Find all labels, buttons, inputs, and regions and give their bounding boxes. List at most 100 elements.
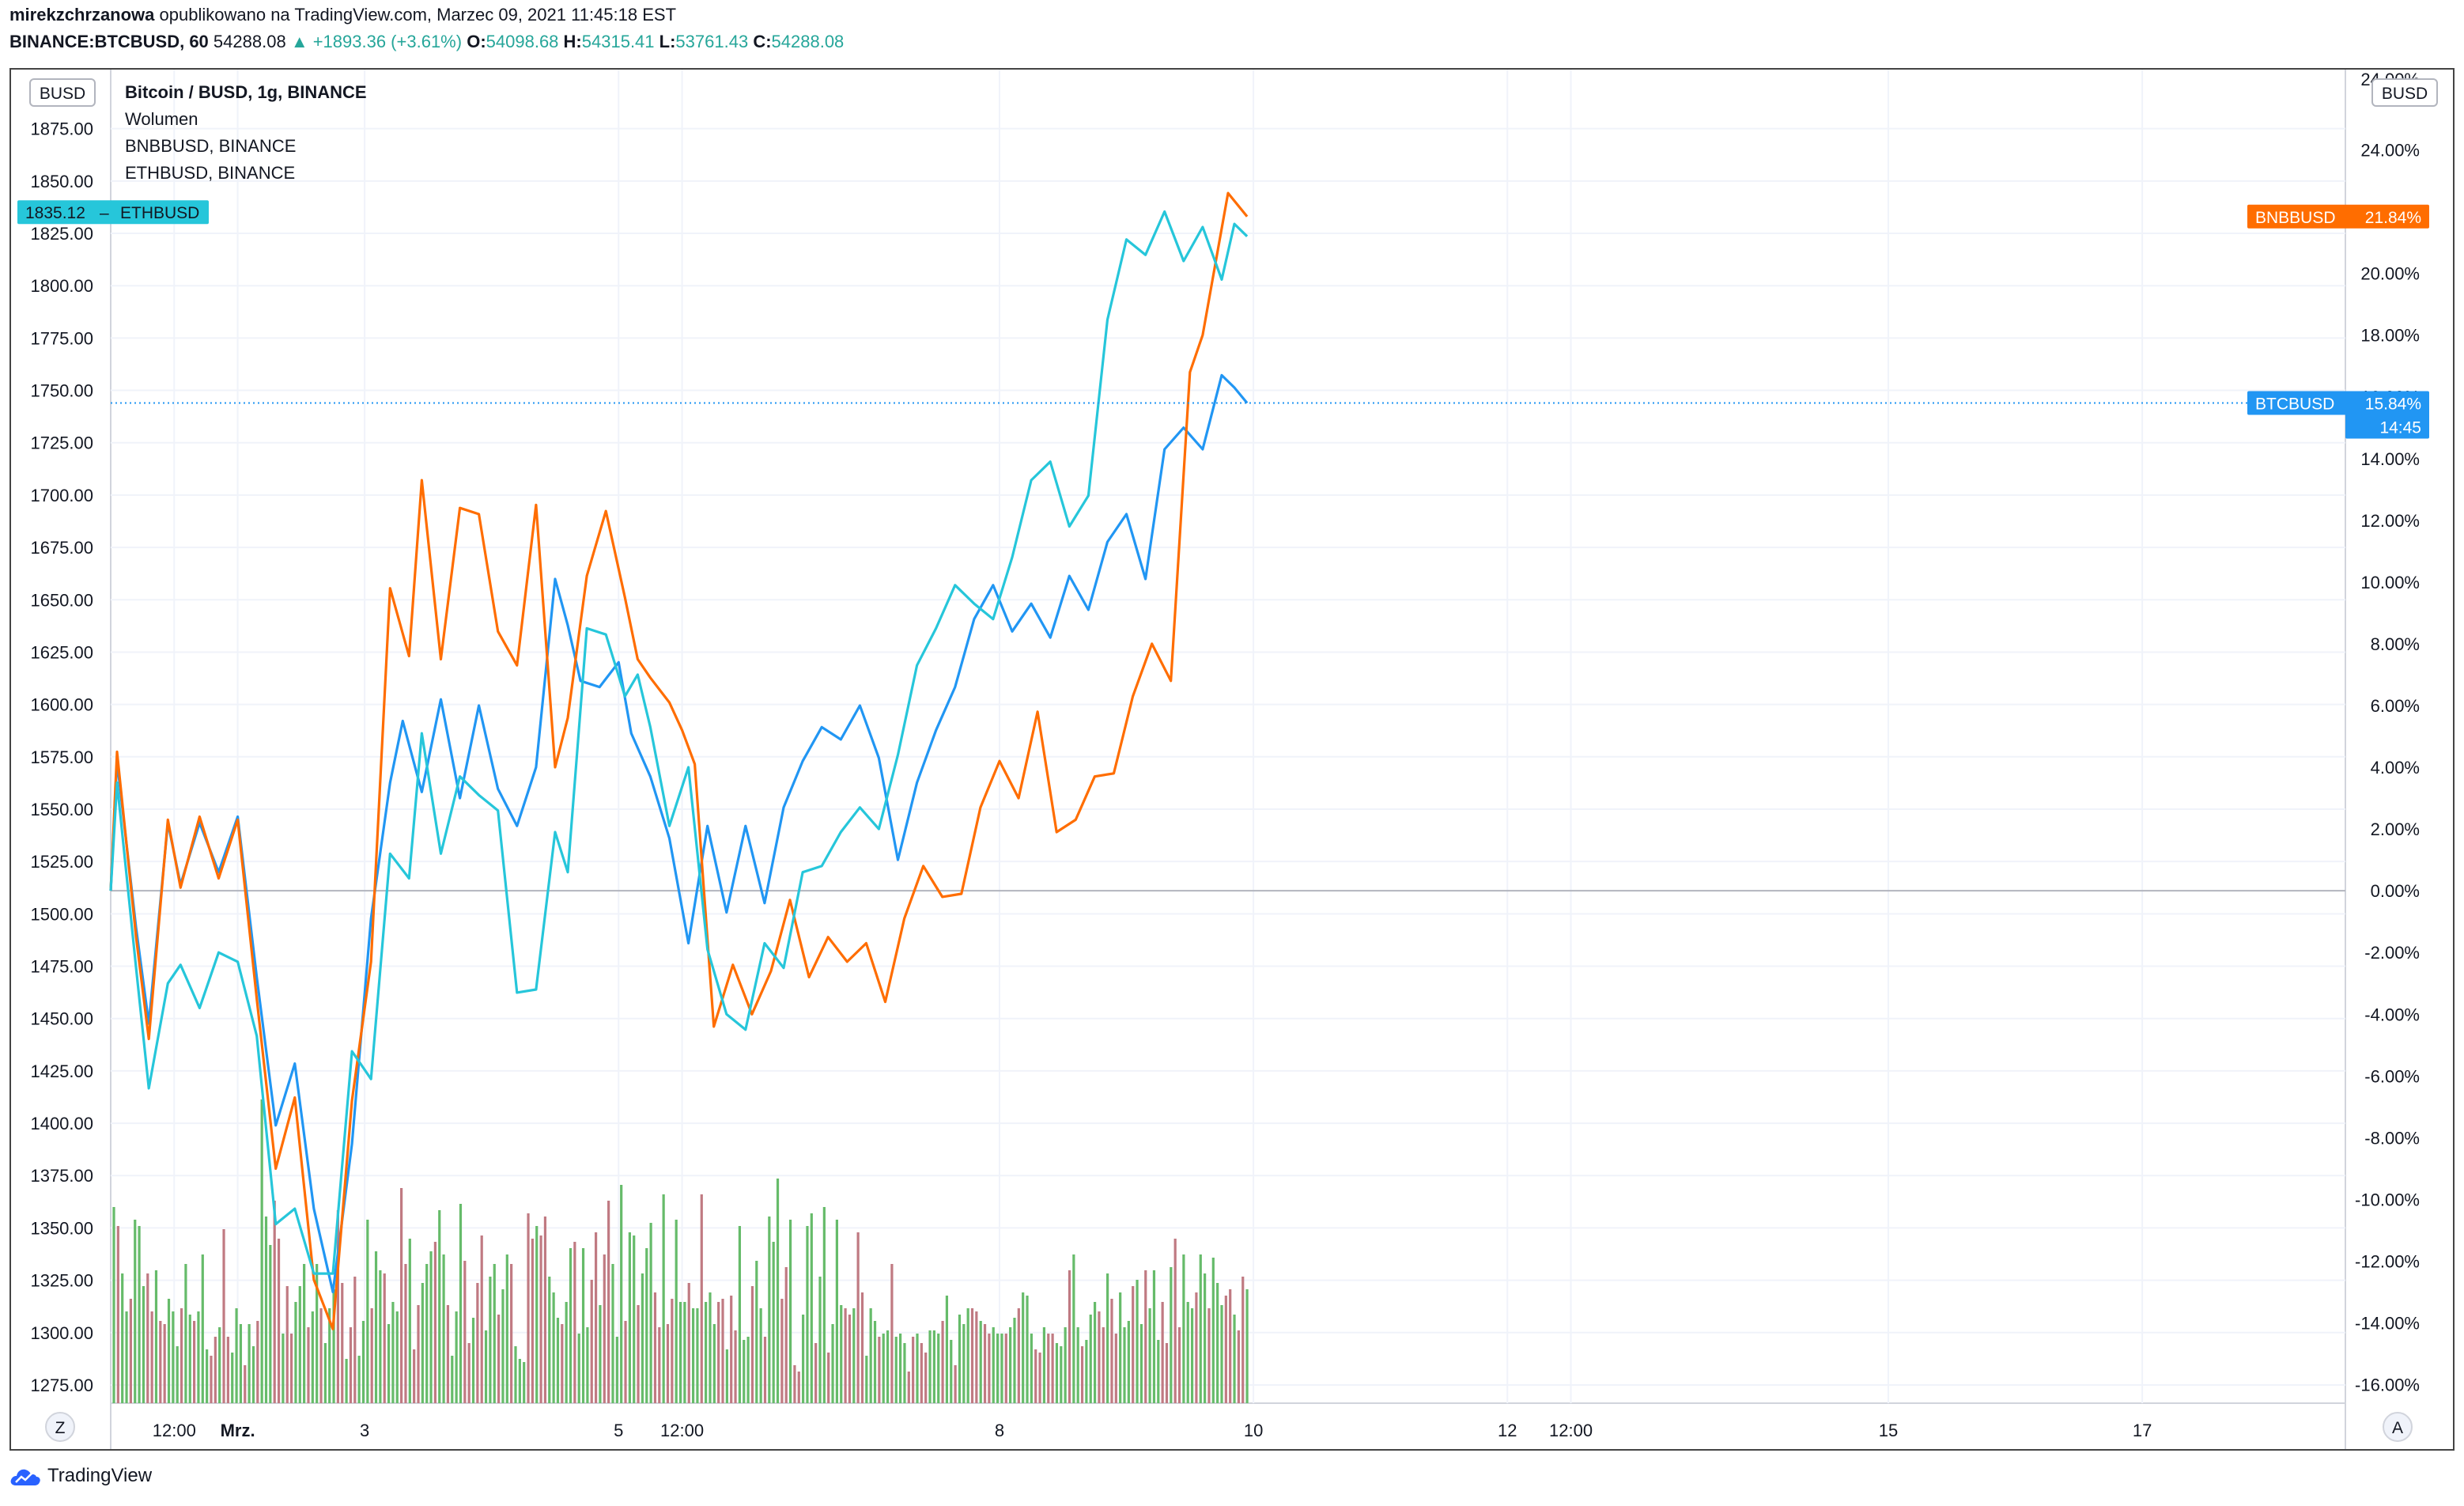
volume-bar	[945, 1296, 949, 1403]
volume-bar	[476, 1283, 479, 1403]
auto-scale-button[interactable]: A	[2392, 1419, 2403, 1437]
volume-bar	[244, 1365, 247, 1403]
x-axis-tick-label: 3	[360, 1421, 369, 1440]
volume-bar	[709, 1292, 712, 1403]
right-axis-tick-label: 24.00%	[2360, 140, 2420, 160]
right-axis-tick-label: -4.00%	[2364, 1005, 2420, 1024]
volume-bar	[996, 1334, 1000, 1403]
bnb-badge-value: 21.84%	[2365, 209, 2421, 227]
zoom-reset-button[interactable]: Z	[55, 1419, 66, 1437]
volume-bar	[772, 1242, 775, 1403]
volume-bar	[556, 1318, 560, 1403]
volume-bar	[231, 1353, 234, 1403]
volume-bar	[1098, 1311, 1101, 1403]
series-line-btcbusd[interactable]	[109, 373, 1249, 1294]
volume-bar	[1089, 1315, 1092, 1403]
volume-bar	[759, 1308, 762, 1403]
x-axis-tick-label: 15	[1879, 1421, 1898, 1440]
left-axis-tick-label: 1750.00	[30, 381, 93, 401]
right-scale-badge[interactable]: BUSD	[2382, 85, 2428, 103]
series-line-ethbusd[interactable]	[109, 210, 1249, 1275]
volume-bar	[882, 1334, 885, 1403]
volume-bar	[746, 1337, 750, 1403]
left-axis-tick-label: 1525.00	[30, 852, 93, 872]
volume-bar	[235, 1308, 238, 1403]
left-axis-tick-label: 1300.00	[30, 1323, 93, 1343]
publish-line: mirekzchrzanowa opublikowano na TradingV…	[9, 5, 676, 25]
right-axis-tick-label: -14.00%	[2355, 1314, 2420, 1334]
volume-bar	[413, 1349, 416, 1403]
auto-scale-button-bg[interactable]	[2383, 1412, 2413, 1442]
left-axis-tick-label: 1825.00	[30, 224, 93, 244]
legend-volume[interactable]: Wolumen	[125, 109, 198, 129]
volume-bar	[696, 1308, 699, 1403]
series-line-bnbbusd[interactable]	[109, 191, 1249, 1330]
right-axis-tick-label: 12.00%	[2360, 511, 2420, 531]
symbol-name[interactable]: BINANCE:BTCBUSD, 60	[9, 32, 209, 51]
volume-bar	[1030, 1334, 1033, 1403]
volume-bar	[662, 1194, 665, 1403]
legend-main[interactable]: Bitcoin / BUSD, 1g, BINANCE	[125, 82, 367, 102]
volume-bar	[1220, 1305, 1223, 1403]
volume-bar	[890, 1264, 894, 1403]
volume-bar	[307, 1327, 310, 1403]
volume-bar	[721, 1299, 724, 1403]
footer-brand[interactable]: TradingView	[9, 1465, 152, 1487]
volume-bar	[1211, 1258, 1215, 1403]
volume-bar	[463, 1261, 467, 1403]
volume-bar	[345, 1359, 348, 1403]
last-price: 54288.08	[213, 32, 286, 51]
right-axis-tick-label: 10.00%	[2360, 573, 2420, 592]
volume-bar	[489, 1277, 492, 1403]
legend-bnb[interactable]: BNBBUSD, BINANCE	[125, 136, 297, 156]
volume-bar	[920, 1343, 923, 1403]
left-axis-tick-label: 1450.00	[30, 1009, 93, 1029]
volume-bar	[780, 1299, 784, 1403]
volume-bar	[806, 1226, 809, 1403]
right-axis-tick-label: -12.00%	[2355, 1251, 2420, 1271]
volume-bar	[916, 1334, 919, 1403]
volume-bar	[848, 1315, 852, 1403]
volume-bar	[941, 1321, 944, 1403]
zoom-reset-button-bg[interactable]	[45, 1412, 75, 1442]
volume-bar	[835, 1220, 838, 1403]
volume-bar	[1204, 1273, 1207, 1403]
volume-bar	[802, 1315, 805, 1403]
left-scale-badge[interactable]: BUSD	[40, 85, 85, 103]
left-axis-tick-label: 1775.00	[30, 328, 93, 348]
left-axis-tick-label: 1350.00	[30, 1218, 93, 1238]
volume-bar	[1186, 1302, 1189, 1403]
volume-bar	[154, 1270, 158, 1403]
volume-bar	[1165, 1343, 1169, 1403]
volume-bar	[886, 1330, 890, 1403]
volume-bar	[641, 1273, 644, 1403]
volume-bar	[438, 1210, 441, 1403]
volume-bar	[856, 1232, 860, 1403]
volume-bar	[1000, 1334, 1003, 1403]
volume-bar	[451, 1356, 454, 1403]
right-scale-badge-bg[interactable]	[2371, 78, 2438, 107]
volume-bar	[222, 1229, 225, 1403]
volume-bar	[907, 1372, 910, 1403]
volume-bar	[1114, 1334, 1117, 1403]
left-axis-tick-label: 1675.00	[30, 538, 93, 558]
volume-bar	[260, 1099, 263, 1403]
volume-bar	[581, 1248, 585, 1403]
volume-bar	[433, 1242, 436, 1403]
volume-bar	[514, 1346, 517, 1403]
volume-bar	[206, 1349, 209, 1403]
volume-bar	[700, 1194, 703, 1403]
right-axis-tick-label: -6.00%	[2364, 1066, 2420, 1086]
legend-eth[interactable]: ETHBUSD, BINANCE	[125, 163, 296, 183]
left-axis-tick-label: 1800.00	[30, 276, 93, 296]
author-name[interactable]: mirekzchrzanowa	[9, 5, 155, 25]
volume-bar	[950, 1340, 953, 1403]
volume-bar	[873, 1321, 877, 1403]
volume-bar	[539, 1235, 542, 1403]
volume-bar	[471, 1318, 475, 1403]
volume-bar	[599, 1305, 602, 1403]
left-scale-badge-bg[interactable]	[29, 78, 96, 107]
volume-bar	[1076, 1327, 1079, 1403]
volume-bar	[586, 1327, 589, 1403]
